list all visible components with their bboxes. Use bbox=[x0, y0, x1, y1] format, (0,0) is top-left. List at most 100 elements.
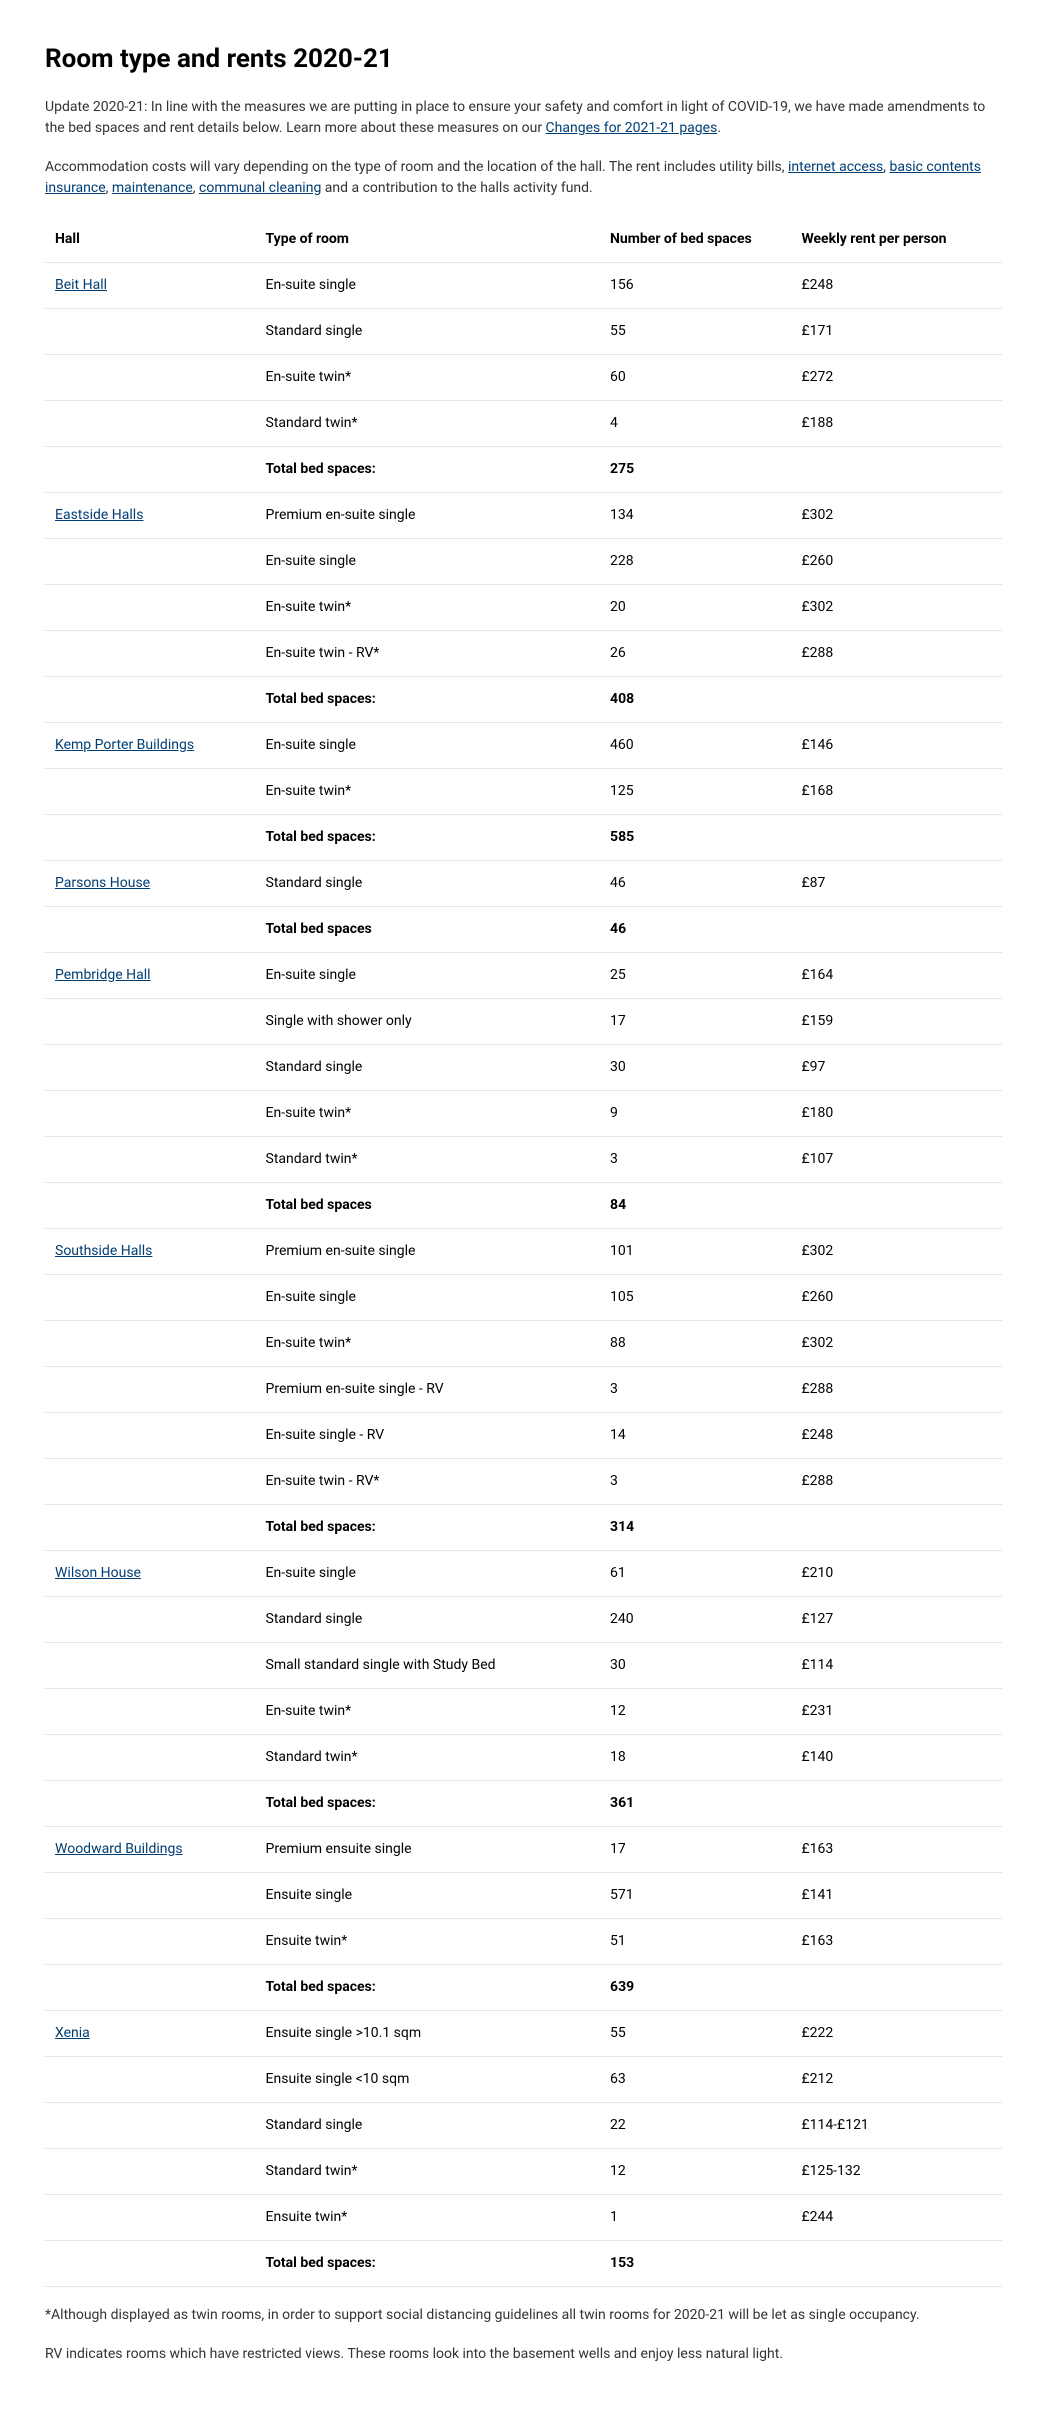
hall-link[interactable]: Wilson House bbox=[55, 1565, 141, 1581]
cell-hall: Parsons House bbox=[45, 861, 256, 907]
table-row: Standard single30£97 bbox=[45, 1045, 1002, 1091]
cell-total-label: Total bed spaces: bbox=[256, 1781, 601, 1827]
cell-room-type: En-suite twin* bbox=[256, 1321, 601, 1367]
cell-hall: Xenia bbox=[45, 2011, 256, 2057]
maintenance-link[interactable]: maintenance bbox=[112, 180, 193, 196]
cell-hall: Kemp Porter Buildings bbox=[45, 723, 256, 769]
cell-total-value: 639 bbox=[600, 1965, 791, 2011]
col-rent: Weekly rent per person bbox=[791, 217, 1002, 263]
cell-room-type: En-suite single - RV bbox=[256, 1413, 601, 1459]
cell-room-type: Standard single bbox=[256, 309, 601, 355]
cell-hall bbox=[45, 1689, 256, 1735]
cell-hall bbox=[45, 2103, 256, 2149]
table-row: Standard twin*3£107 bbox=[45, 1137, 1002, 1183]
table-row: Standard twin*4£188 bbox=[45, 401, 1002, 447]
cell-weekly-rent: £159 bbox=[791, 999, 1002, 1045]
cell-hall: Southside Halls bbox=[45, 1229, 256, 1275]
intro2-suffix: and a contribution to the halls activity… bbox=[321, 180, 592, 196]
table-row: Standard single22£114-£121 bbox=[45, 2103, 1002, 2149]
cell-hall bbox=[45, 1275, 256, 1321]
cell-hall bbox=[45, 1413, 256, 1459]
hall-link[interactable]: Pembridge Hall bbox=[55, 967, 151, 983]
cell-weekly-rent: £248 bbox=[791, 263, 1002, 309]
hall-link[interactable]: Beit Hall bbox=[55, 277, 107, 293]
cell-weekly-rent: £146 bbox=[791, 723, 1002, 769]
cell-weekly-rent: £288 bbox=[791, 1459, 1002, 1505]
cell-total-label: Total bed spaces bbox=[256, 907, 601, 953]
hall-link[interactable]: Southside Halls bbox=[55, 1243, 152, 1259]
hall-link[interactable]: Woodward Buildings bbox=[55, 1841, 183, 1857]
hall-link[interactable]: Xenia bbox=[55, 2025, 90, 2041]
intro-paragraph-2: Accommodation costs will vary depending … bbox=[45, 157, 1002, 199]
table-row: Small standard single with Study Bed30£1… bbox=[45, 1643, 1002, 1689]
cell-room-type: Standard twin* bbox=[256, 401, 601, 447]
table-row: En-suite single105£260 bbox=[45, 1275, 1002, 1321]
cell-bed-spaces: 12 bbox=[600, 1689, 791, 1735]
hall-link[interactable]: Eastside Halls bbox=[55, 507, 143, 523]
cell-bed-spaces: 3 bbox=[600, 1367, 791, 1413]
hall-link[interactable]: Kemp Porter Buildings bbox=[55, 737, 194, 753]
table-row: Ensuite single <10 sqm63£212 bbox=[45, 2057, 1002, 2103]
hall-link[interactable]: Parsons House bbox=[55, 875, 150, 891]
cell-total-value: 585 bbox=[600, 815, 791, 861]
cell-room-type: Single with shower only bbox=[256, 999, 601, 1045]
cell-weekly-rent: £163 bbox=[791, 1827, 1002, 1873]
cell-hall bbox=[45, 2241, 256, 2287]
table-row: En-suite twin*20£302 bbox=[45, 585, 1002, 631]
table-header-row: Hall Type of room Number of bed spaces W… bbox=[45, 217, 1002, 263]
col-spaces: Number of bed spaces bbox=[600, 217, 791, 263]
cell-total-value: 84 bbox=[600, 1183, 791, 1229]
cell-bed-spaces: 14 bbox=[600, 1413, 791, 1459]
cell-weekly-rent: £244 bbox=[791, 2195, 1002, 2241]
cell-weekly-rent bbox=[791, 815, 1002, 861]
table-total-row: Total bed spaces:361 bbox=[45, 1781, 1002, 1827]
cell-hall bbox=[45, 815, 256, 861]
cell-bed-spaces: 20 bbox=[600, 585, 791, 631]
table-row: En-suite twin*12£231 bbox=[45, 1689, 1002, 1735]
cell-hall bbox=[45, 677, 256, 723]
cell-bed-spaces: 88 bbox=[600, 1321, 791, 1367]
cell-room-type: Standard twin* bbox=[256, 2149, 601, 2195]
cell-total-label: Total bed spaces: bbox=[256, 815, 601, 861]
cell-bed-spaces: 3 bbox=[600, 1137, 791, 1183]
cell-bed-spaces: 55 bbox=[600, 309, 791, 355]
cell-bed-spaces: 105 bbox=[600, 1275, 791, 1321]
cell-bed-spaces: 63 bbox=[600, 2057, 791, 2103]
cell-weekly-rent bbox=[791, 1781, 1002, 1827]
cell-total-value: 46 bbox=[600, 907, 791, 953]
internet-access-link[interactable]: internet access bbox=[788, 159, 883, 175]
table-row: Ensuite single571£141 bbox=[45, 1873, 1002, 1919]
footnote-rv: RV indicates rooms which have restricted… bbox=[45, 2344, 1002, 2365]
cell-room-type: Premium ensuite single bbox=[256, 1827, 601, 1873]
table-total-row: Total bed spaces:153 bbox=[45, 2241, 1002, 2287]
cell-hall bbox=[45, 1873, 256, 1919]
cell-room-type: Premium en-suite single - RV bbox=[256, 1367, 601, 1413]
table-row: En-suite twin - RV*3£288 bbox=[45, 1459, 1002, 1505]
cell-room-type: En-suite single bbox=[256, 1551, 601, 1597]
cell-bed-spaces: 156 bbox=[600, 263, 791, 309]
footnote-twin: *Although displayed as twin rooms, in or… bbox=[45, 2305, 1002, 2326]
table-row: Single with shower only17£159 bbox=[45, 999, 1002, 1045]
cell-bed-spaces: 61 bbox=[600, 1551, 791, 1597]
table-row: Ensuite twin*51£163 bbox=[45, 1919, 1002, 1965]
cell-room-type: Ensuite single <10 sqm bbox=[256, 2057, 601, 2103]
communal-cleaning-link[interactable]: communal cleaning bbox=[199, 180, 321, 196]
cell-bed-spaces: 134 bbox=[600, 493, 791, 539]
cell-weekly-rent: £163 bbox=[791, 1919, 1002, 1965]
cell-hall bbox=[45, 1321, 256, 1367]
cell-total-label: Total bed spaces bbox=[256, 1183, 601, 1229]
cell-hall bbox=[45, 631, 256, 677]
cell-bed-spaces: 22 bbox=[600, 2103, 791, 2149]
table-row: En-suite twin*88£302 bbox=[45, 1321, 1002, 1367]
cell-weekly-rent: £168 bbox=[791, 769, 1002, 815]
cell-room-type: Standard single bbox=[256, 2103, 601, 2149]
cell-bed-spaces: 51 bbox=[600, 1919, 791, 1965]
cell-weekly-rent bbox=[791, 447, 1002, 493]
cell-weekly-rent: £125-132 bbox=[791, 2149, 1002, 2195]
changes-link[interactable]: Changes for 2021-21 pages bbox=[546, 120, 718, 136]
cell-room-type: En-suite twin* bbox=[256, 355, 601, 401]
cell-bed-spaces: 30 bbox=[600, 1643, 791, 1689]
cell-room-type: Premium en-suite single bbox=[256, 493, 601, 539]
cell-hall bbox=[45, 1965, 256, 2011]
cell-hall: Beit Hall bbox=[45, 263, 256, 309]
